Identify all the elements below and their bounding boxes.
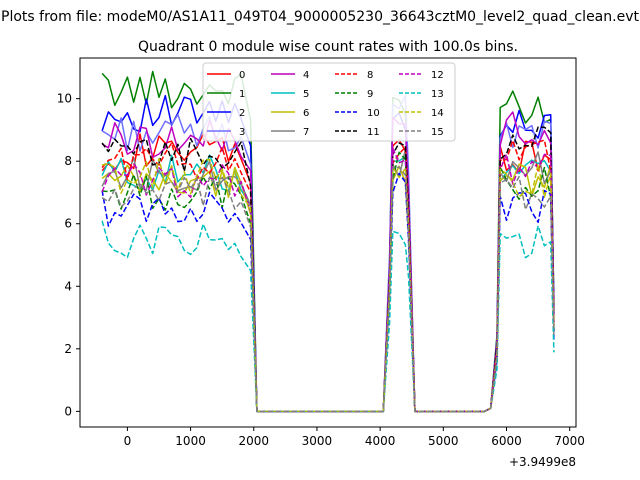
legend-label-7: 7 (303, 127, 309, 138)
y-axis: 0 2 4 6 8 10 (57, 92, 80, 418)
x-tick-label: 2000 (238, 434, 269, 448)
legend-label-11: 11 (367, 127, 380, 138)
y-tick-label: 0 (64, 404, 72, 418)
series-line-9 (102, 151, 555, 413)
legend-label-0: 0 (239, 70, 245, 81)
series-line-12 (101, 147, 555, 413)
chart-title: Quadrant 0 module wise count rates with … (138, 39, 518, 55)
legend-label-5: 5 (303, 89, 309, 100)
series-line-3 (101, 94, 555, 413)
legend-label-6: 6 (303, 108, 309, 119)
series-line-2 (101, 94, 555, 413)
series-line-15 (101, 166, 555, 413)
legend-box (202, 62, 456, 142)
x-offset-label: +3.9499e8 (509, 455, 576, 469)
x-tick-label: 4000 (365, 434, 396, 448)
legend-label-13: 13 (431, 89, 444, 100)
x-tick-label: 3000 (302, 434, 333, 448)
x-tick-label: 1000 (175, 434, 206, 448)
series-lines (101, 70, 555, 413)
x-axis: 0 1000 2000 3000 4000 5000 6000 7000 (124, 427, 585, 448)
legend-label-10: 10 (367, 108, 380, 119)
legend-label-3: 3 (239, 127, 245, 138)
series-line-13 (101, 220, 555, 413)
x-tick-label: 7000 (554, 434, 585, 448)
y-tick-label: 10 (57, 92, 72, 106)
x-tick-label: 0 (124, 434, 132, 448)
y-tick-label: 4 (64, 279, 72, 293)
legend-label-12: 12 (431, 70, 444, 81)
series-line-4 (101, 111, 555, 413)
series-line-7 (101, 148, 555, 413)
legend-label-4: 4 (303, 70, 309, 81)
legend-label-8: 8 (367, 70, 373, 81)
series-line-6 (101, 163, 555, 413)
suptitle: Plots from file: modeM0/AS1A11_049T04_90… (1, 9, 639, 25)
y-tick-label: 6 (64, 217, 72, 231)
series-line-0 (101, 133, 555, 413)
legend-label-14: 14 (431, 108, 444, 119)
x-tick-label: 6000 (491, 434, 522, 448)
legend-label-2: 2 (239, 108, 245, 119)
legend-label-15: 15 (431, 127, 444, 138)
legend-label-1: 1 (239, 89, 245, 100)
legend-label-9: 9 (367, 89, 373, 100)
y-tick-label: 8 (64, 154, 72, 168)
y-tick-label: 2 (64, 342, 72, 356)
series-line-10 (101, 172, 555, 413)
plot-frame (79, 57, 577, 428)
x-tick-label: 5000 (428, 434, 459, 448)
